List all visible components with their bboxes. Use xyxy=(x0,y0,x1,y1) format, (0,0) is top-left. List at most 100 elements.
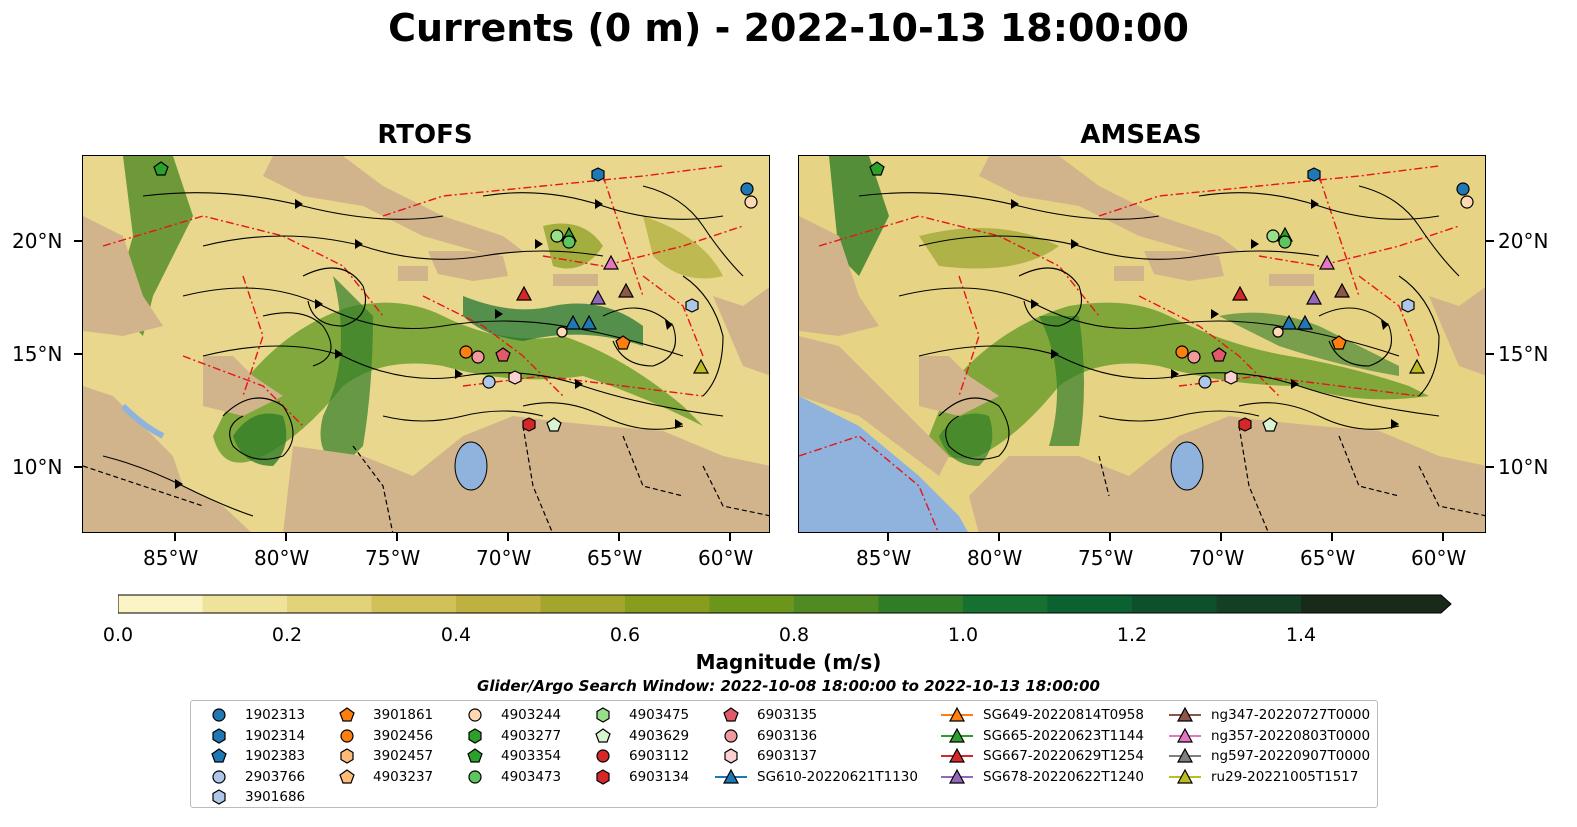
colorbar-segment xyxy=(1047,595,1133,613)
y-tick-label: 20°N xyxy=(1498,229,1549,253)
legend-symbol xyxy=(340,728,354,743)
legend-marker-triangle xyxy=(948,706,966,722)
y-tick-label: 10°N xyxy=(1498,455,1549,479)
x-tick-label: 85°W xyxy=(143,546,199,570)
legend-label: 4903473 xyxy=(501,768,562,785)
legend-symbol xyxy=(724,728,738,743)
legend-label: 6903137 xyxy=(757,748,818,764)
legend-marker-hexagon xyxy=(340,748,354,764)
legend-marker-circle xyxy=(596,749,610,763)
legend-marker-pentagon xyxy=(339,768,355,784)
colorbar-tick: 1.0 xyxy=(947,624,979,646)
legend-label: 6903136 xyxy=(757,727,818,744)
y-tick-label: 20°N xyxy=(12,229,63,253)
legend-marker-circle xyxy=(212,769,226,784)
panel-title-amseas: AMSEAS xyxy=(1080,120,1202,150)
colorbar-segment xyxy=(625,595,710,613)
map-rtofs-canvas xyxy=(83,156,769,532)
colorbar-segment xyxy=(1132,595,1217,613)
legend-marker-pentagon xyxy=(595,727,611,743)
legend-label: 3902456 xyxy=(373,727,434,744)
legend-marker-triangle xyxy=(948,747,966,763)
legend-symbol xyxy=(941,768,973,784)
legend-symbol xyxy=(1169,768,1201,784)
legend-marker-hexagon xyxy=(596,768,610,785)
map-amseas-canvas xyxy=(799,156,1485,532)
map-rtofs xyxy=(82,155,770,533)
colorbar-outline xyxy=(117,594,1452,614)
legend-symbol xyxy=(941,747,973,763)
x-tick-label: 65°W xyxy=(587,546,643,570)
legend-symbol xyxy=(1169,706,1201,722)
colorbar-tick: 0.2 xyxy=(271,624,303,646)
legend-marker-triangle xyxy=(948,727,966,743)
legend-label: SG649-20220814T0958 xyxy=(983,707,1144,723)
legend-label: 6903134 xyxy=(629,768,690,785)
colorbar-segment xyxy=(118,595,203,613)
legend-marker-circle xyxy=(468,769,482,784)
legend-label: 4903354 xyxy=(501,748,562,764)
legend-symbol xyxy=(340,748,354,764)
legend-label: 3902457 xyxy=(373,748,434,764)
legend-symbol xyxy=(468,708,482,722)
legend-label: 6903112 xyxy=(629,748,690,764)
y-tick-label: 15°N xyxy=(12,342,63,366)
legend-label: ng357-20220803T0000 xyxy=(1211,727,1371,744)
legend-symbol xyxy=(596,768,610,785)
figure-title: Currents (0 m) - 2022-10-13 18:00:00 xyxy=(388,6,1189,50)
colorbar xyxy=(117,594,1458,624)
legend-marker-triangle xyxy=(948,768,966,784)
axis-ticks xyxy=(74,240,1494,541)
legend-symbol xyxy=(211,748,227,763)
legend-label: 1902314 xyxy=(245,727,306,744)
legend-symbol xyxy=(596,749,610,763)
colorbar-tick: 0.8 xyxy=(778,624,810,646)
legend-label: 4903237 xyxy=(373,768,434,785)
legend-label: 4903629 xyxy=(629,727,690,744)
legend-label: 2903766 xyxy=(245,768,306,785)
legend-marker-hexagon xyxy=(468,727,482,744)
legend-symbol xyxy=(468,769,482,784)
colorbar-segment xyxy=(963,595,1048,613)
legend-marker-triangle xyxy=(1176,768,1194,784)
x-tick-label: 80°W xyxy=(967,546,1023,570)
legend-symbol xyxy=(339,768,355,784)
legend-label: 4903244 xyxy=(501,707,562,723)
search-window-text: Glider/Argo Search Window: 2022-10-08 18… xyxy=(477,677,1100,695)
colorbar-tick: 0.0 xyxy=(102,624,134,646)
legend-symbol xyxy=(715,768,747,784)
legend-marker-circle xyxy=(340,728,354,743)
legend-label: 1902383 xyxy=(245,748,306,764)
legend-label: 4903475 xyxy=(629,707,690,723)
colorbar-segment xyxy=(202,595,288,613)
legend-symbol xyxy=(1169,747,1201,763)
legend-label: 6903135 xyxy=(757,707,818,723)
legend-marker-triangle xyxy=(1176,706,1194,722)
legend-label: 3901686 xyxy=(245,789,306,805)
x-tick-label: 70°W xyxy=(1189,546,1245,570)
legend-symbol xyxy=(212,769,226,784)
colorbar-extend-arrow xyxy=(1301,595,1451,613)
colorbar-segment xyxy=(456,595,541,613)
legend-symbol xyxy=(212,708,226,722)
legend-symbol xyxy=(724,748,738,764)
legend-marker-circle xyxy=(212,708,226,722)
x-tick-label: 60°W xyxy=(1411,546,1467,570)
legend-marker-circle xyxy=(468,708,482,722)
x-tick-label: 85°W xyxy=(856,546,912,570)
legend-label: ng597-20220907T0000 xyxy=(1211,748,1371,764)
colorbar-tick: 0.4 xyxy=(440,624,472,646)
legend-label: SG665-20220623T1144 xyxy=(983,727,1144,744)
legend-symbol xyxy=(595,727,611,743)
x-tick-label: 65°W xyxy=(1300,546,1356,570)
legend-symbol xyxy=(1169,727,1201,743)
colorbar-tick: 1.4 xyxy=(1285,624,1317,646)
legend-label: ru29-20221005T1517 xyxy=(1211,768,1359,785)
map-amseas xyxy=(798,155,1486,533)
x-tick-label: 60°W xyxy=(698,546,754,570)
colorbar-tick: 1.2 xyxy=(1116,624,1148,646)
colorbar-label: Magnitude (m/s) xyxy=(695,650,882,674)
legend-label: 1902313 xyxy=(245,707,306,723)
colorbar-segment xyxy=(371,595,457,613)
legend-marker-pentagon xyxy=(211,748,227,763)
